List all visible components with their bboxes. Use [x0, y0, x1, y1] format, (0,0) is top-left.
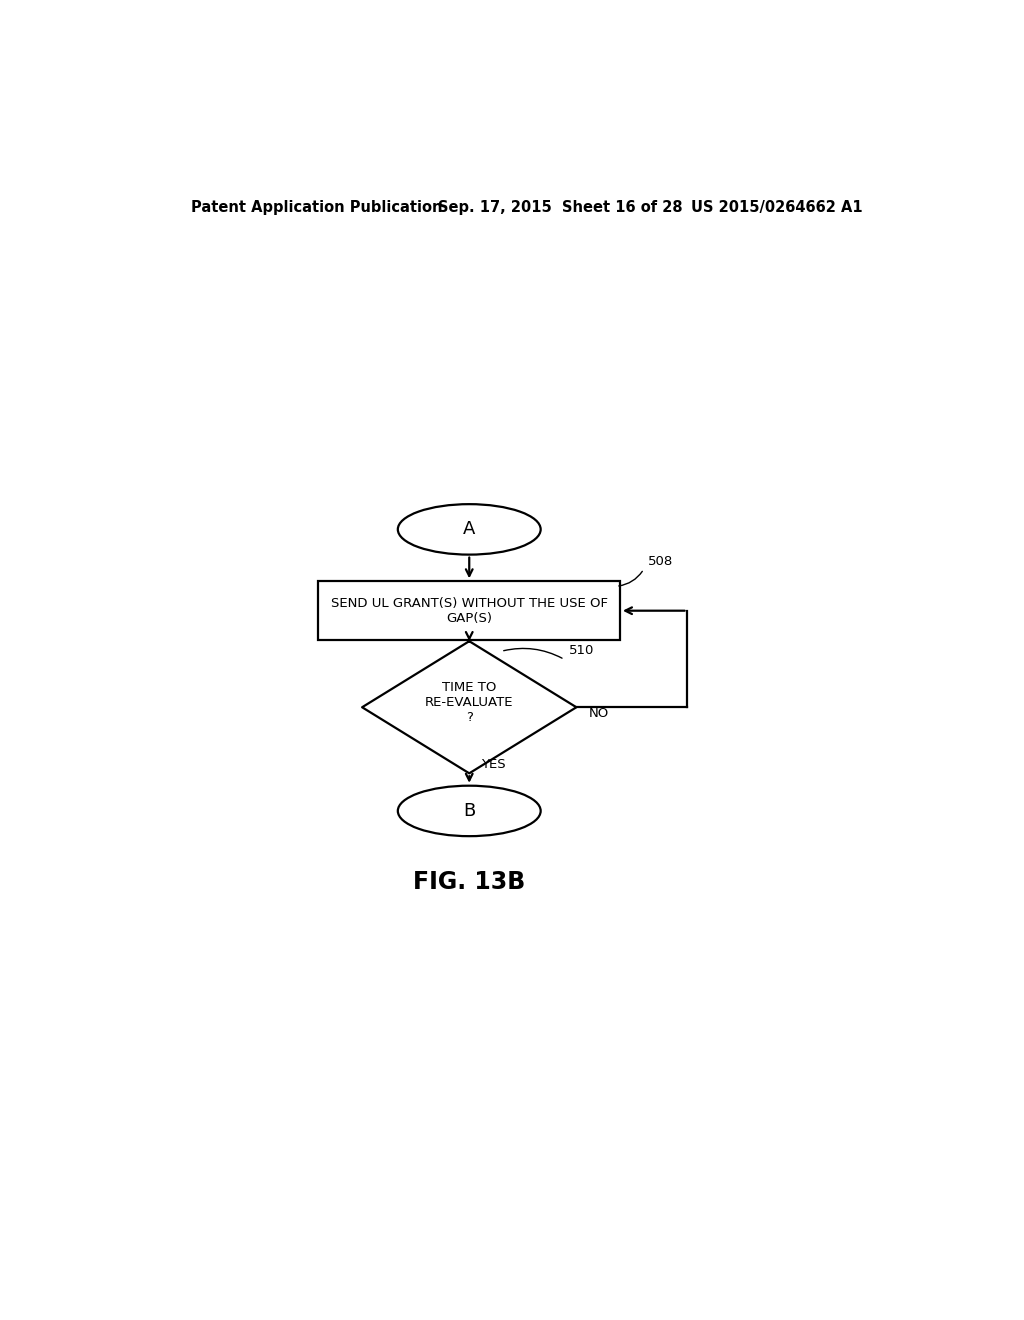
Text: 508: 508 — [648, 554, 673, 568]
Text: Sep. 17, 2015  Sheet 16 of 28: Sep. 17, 2015 Sheet 16 of 28 — [437, 199, 682, 215]
Text: FIG. 13B: FIG. 13B — [413, 870, 525, 894]
Text: B: B — [463, 803, 475, 820]
Text: SEND UL GRANT(S) WITHOUT THE USE OF
GAP(S): SEND UL GRANT(S) WITHOUT THE USE OF GAP(… — [331, 597, 608, 624]
Bar — [318, 581, 621, 640]
Text: A: A — [463, 520, 475, 539]
Text: TIME TO
RE-EVALUATE
?: TIME TO RE-EVALUATE ? — [425, 681, 513, 723]
Text: YES: YES — [481, 758, 506, 771]
Text: NO: NO — [588, 706, 608, 719]
Text: US 2015/0264662 A1: US 2015/0264662 A1 — [691, 199, 863, 215]
Text: Patent Application Publication: Patent Application Publication — [191, 199, 443, 215]
Text: 510: 510 — [568, 644, 594, 657]
